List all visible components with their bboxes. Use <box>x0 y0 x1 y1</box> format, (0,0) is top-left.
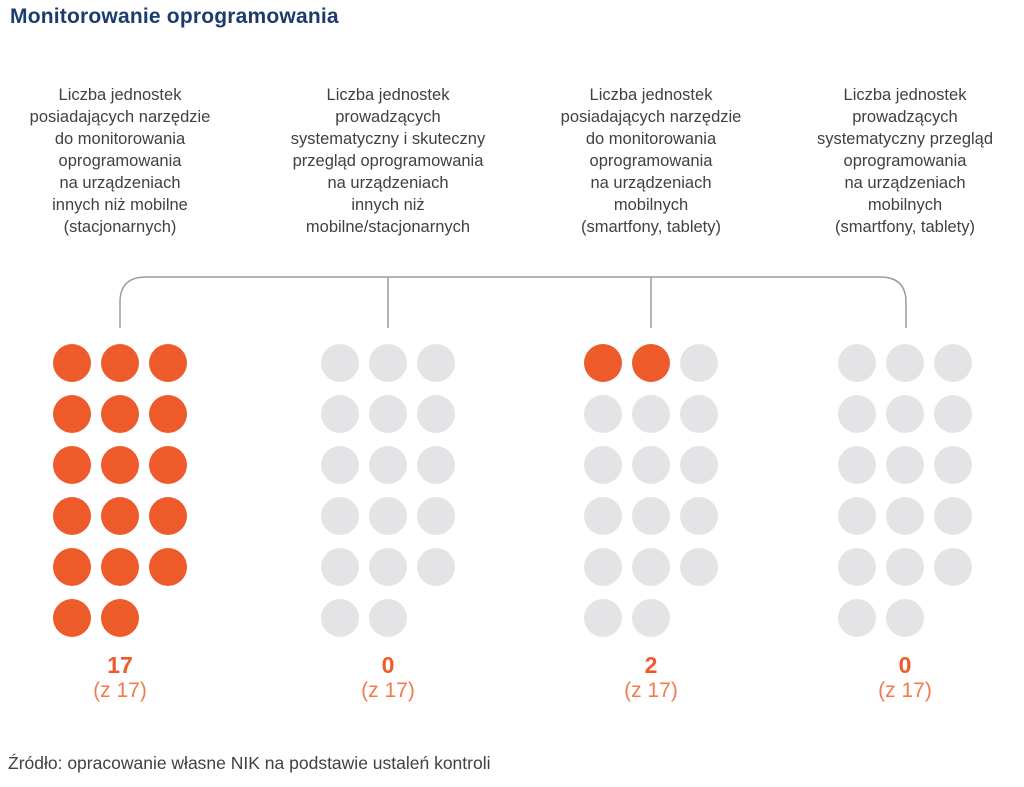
dot-empty <box>886 497 924 535</box>
value-label: 2 <box>644 652 658 678</box>
dot-grid <box>838 344 972 637</box>
dot-empty <box>417 497 455 535</box>
column-header: Liczba jednostek prowadzących systematyc… <box>290 86 486 236</box>
dot-empty <box>838 548 876 586</box>
dot-empty <box>417 446 455 484</box>
dot-empty <box>838 395 876 433</box>
dot-empty <box>321 497 359 535</box>
dot-empty <box>321 548 359 586</box>
dot-filled <box>149 344 187 382</box>
dot-filled <box>101 446 139 484</box>
dot-filled <box>149 395 187 433</box>
dot-empty <box>632 548 670 586</box>
of-total-label: (z 17) <box>624 679 678 702</box>
dot-empty <box>584 497 622 535</box>
dot-filled <box>53 599 91 637</box>
dot-empty <box>417 548 455 586</box>
dot-empty <box>369 446 407 484</box>
dot-filled <box>101 497 139 535</box>
dot-empty <box>838 599 876 637</box>
dot-filled <box>101 599 139 637</box>
dot-empty <box>886 395 924 433</box>
dot-empty <box>838 344 876 382</box>
dot-empty <box>680 446 718 484</box>
dot-empty <box>886 446 924 484</box>
of-total-label: (z 17) <box>878 679 932 702</box>
dot-empty <box>321 344 359 382</box>
dot-filled <box>149 497 187 535</box>
dot-empty <box>838 497 876 535</box>
dot-grid <box>321 344 455 637</box>
dot-empty <box>680 344 718 382</box>
dot-empty <box>886 344 924 382</box>
dot-empty <box>321 395 359 433</box>
dot-empty <box>680 395 718 433</box>
dot-empty <box>934 395 972 433</box>
dot-empty <box>369 599 407 637</box>
dot-empty <box>680 548 718 586</box>
dot-filled <box>53 395 91 433</box>
dot-empty <box>838 446 876 484</box>
dot-filled <box>53 548 91 586</box>
of-total-label: (z 17) <box>361 679 415 702</box>
pictogram-column: Liczba jednostek posiadających narzędzie… <box>0 84 240 703</box>
column-header: Liczba jednostek prowadzących systematyc… <box>816 86 994 236</box>
dot-filled <box>149 548 187 586</box>
dot-empty <box>369 344 407 382</box>
dot-empty <box>417 395 455 433</box>
dot-empty <box>886 599 924 637</box>
dot-empty <box>584 446 622 484</box>
dot-filled <box>101 344 139 382</box>
column-header: Liczba jednostek posiadających narzędzie… <box>29 86 211 236</box>
dot-grid <box>53 344 187 637</box>
dot-filled <box>53 344 91 382</box>
column-header: Liczba jednostek posiadających narzędzie… <box>560 86 742 236</box>
dot-empty <box>632 446 670 484</box>
dot-filled <box>101 548 139 586</box>
dot-grid <box>584 344 718 637</box>
dot-empty <box>584 395 622 433</box>
dot-empty <box>369 395 407 433</box>
page-title: Monitorowanie oprogramowania <box>10 5 339 28</box>
dot-empty <box>417 344 455 382</box>
value-label: 0 <box>381 652 395 678</box>
dot-filled <box>632 344 670 382</box>
dot-filled <box>149 446 187 484</box>
dot-empty <box>934 497 972 535</box>
of-total-label: (z 17) <box>93 679 147 702</box>
value-label: 17 <box>107 652 133 678</box>
dot-empty <box>632 497 670 535</box>
dot-empty <box>934 344 972 382</box>
pictogram-column: Liczba jednostek posiadających narzędzie… <box>531 84 771 703</box>
dot-filled <box>101 395 139 433</box>
source-note: Źródło: opracowanie własne NIK na podsta… <box>8 753 491 773</box>
dot-empty <box>934 446 972 484</box>
dot-empty <box>584 599 622 637</box>
dot-empty <box>369 548 407 586</box>
dot-empty <box>369 497 407 535</box>
dot-empty <box>680 497 718 535</box>
dot-empty <box>321 446 359 484</box>
dot-filled <box>53 497 91 535</box>
dot-filled <box>584 344 622 382</box>
dot-empty <box>886 548 924 586</box>
dot-empty <box>321 599 359 637</box>
dot-empty <box>632 599 670 637</box>
pictogram-column: Liczba jednostek prowadzących systematyc… <box>268 84 508 703</box>
dot-empty <box>632 395 670 433</box>
value-label: 0 <box>898 652 912 678</box>
dot-empty <box>934 548 972 586</box>
pictogram-column: Liczba jednostek prowadzących systematyc… <box>785 84 1024 703</box>
dot-filled <box>53 446 91 484</box>
dot-empty <box>584 548 622 586</box>
